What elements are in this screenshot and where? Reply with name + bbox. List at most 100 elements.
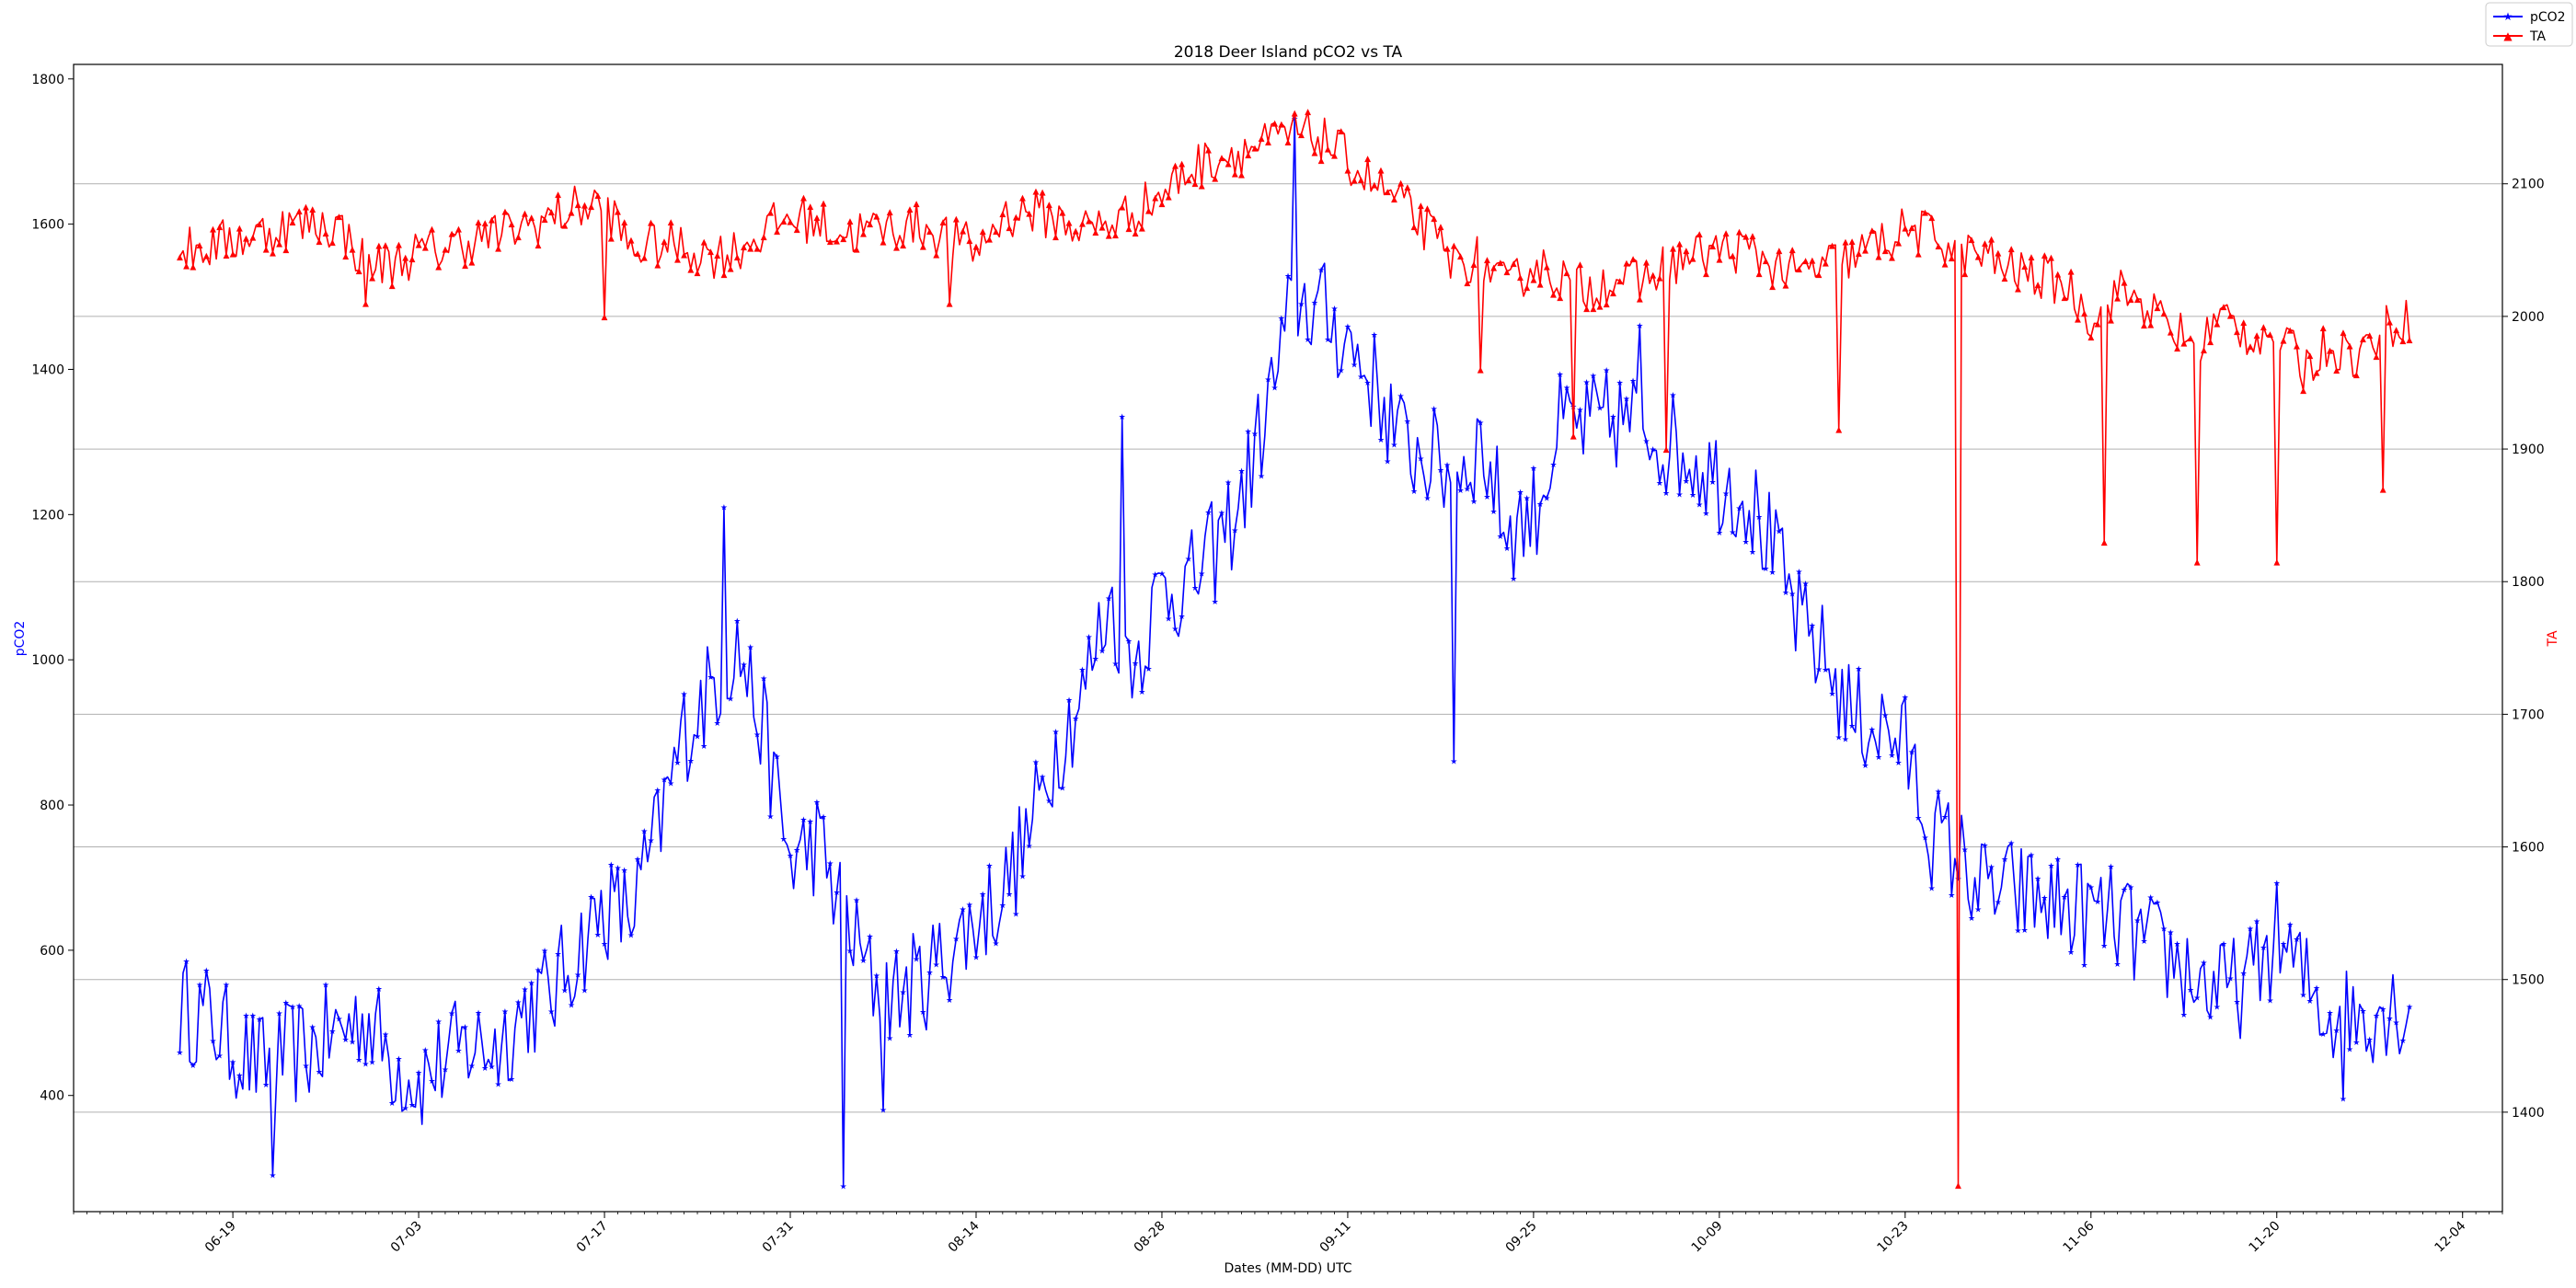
pco2-point: ★ xyxy=(594,931,602,940)
pco2-point: ★ xyxy=(2399,1037,2407,1046)
ta-point: ▲ xyxy=(1670,244,1676,253)
pco2-point: ★ xyxy=(1098,647,1106,656)
pco2-point: ★ xyxy=(1171,626,1179,635)
pco2-point: ★ xyxy=(1218,510,1225,519)
ta-point: ▲ xyxy=(1325,144,1331,154)
ta-point: ▲ xyxy=(1086,216,1092,225)
plot-frame xyxy=(73,63,2503,1213)
ta-point: ▲ xyxy=(2214,319,2220,328)
pco2-point: ★ xyxy=(2087,884,2095,893)
pco2-point: ★ xyxy=(2154,899,2161,908)
ta-point: ▲ xyxy=(396,241,402,250)
left-tick-label: 1800 xyxy=(31,73,64,87)
ta-point: ▲ xyxy=(821,199,827,208)
ta-point: ▲ xyxy=(900,241,906,250)
pco2-point: ★ xyxy=(2286,921,2294,930)
pco2-point: ★ xyxy=(946,996,953,1006)
pco2-point: ★ xyxy=(1729,529,1736,538)
pco2-point: ★ xyxy=(435,1018,443,1028)
pco2-point: ★ xyxy=(2346,1046,2353,1055)
ta-point: ▲ xyxy=(594,191,601,201)
pco2-point: ★ xyxy=(276,1010,283,1019)
right-tick-label: 1600 xyxy=(2512,841,2545,856)
pco2-point: ★ xyxy=(1305,336,1312,345)
ta-point: ▲ xyxy=(309,205,316,214)
ta-series: ▲ ▲ ▲ ▲ ▲ ▲ ▲ ▲ ▲ ▲ ▲ ▲ ▲ ▲ ▲ ▲ ▲ ▲ ▲ ▲ ▲ ▲ ▲ ▲ ▲ ▲ ▲ ▲ ▲ ▲ ▲ ▲ ▲ ▲ ▲ ▲ ▲ ▲ ▲ ▲… xyxy=(177,108,2413,1190)
ta-point: ▲ xyxy=(1716,256,1722,265)
ta-point: ▲ xyxy=(1816,270,1823,280)
pco2-point: ★ xyxy=(2253,918,2260,927)
ta-point: ▲ xyxy=(1564,269,1570,278)
pco2-point: ★ xyxy=(952,935,960,944)
ta-point: ▲ xyxy=(714,251,720,260)
pco2-point: ★ xyxy=(807,818,814,827)
ta-point: ▲ xyxy=(1424,204,1431,213)
ta-point: ▲ xyxy=(1032,188,1039,197)
pco2-point: ★ xyxy=(2034,875,2041,884)
ta-point: ▲ xyxy=(2168,328,2174,338)
ta-point: ▲ xyxy=(1577,260,1583,270)
pco2-point: ★ xyxy=(1357,374,1364,383)
ta-point: ▲ xyxy=(2141,321,2147,330)
pco2-point: ★ xyxy=(747,643,754,652)
pco2-point: ★ xyxy=(1609,413,1616,422)
ta-point: ▲ xyxy=(230,249,236,259)
ta-point: ▲ xyxy=(1431,214,1437,224)
pco2-point: ★ xyxy=(1636,322,1643,331)
pco2-point: ★ xyxy=(2280,940,2287,949)
ta-point: ▲ xyxy=(2035,281,2041,290)
ta-point: ▲ xyxy=(1391,195,1397,204)
ta-point: ▲ xyxy=(515,233,522,242)
pco2-point: ★ xyxy=(1762,565,1769,574)
pco2-point: ★ xyxy=(1742,538,1750,547)
legend-ta-triangle-icon: ▲ xyxy=(2503,29,2513,42)
pco2-point: ★ xyxy=(2054,856,2062,865)
pco2-point: ★ xyxy=(535,967,542,976)
pco2-point: ★ xyxy=(1264,375,1271,385)
pco2-point: ★ xyxy=(2379,1006,2386,1015)
pco2-point: ★ xyxy=(2121,886,2128,895)
pco2-point: ★ xyxy=(727,695,734,704)
pco2-point: ★ xyxy=(1815,666,1823,675)
ta-point: ▲ xyxy=(1961,270,1968,279)
pco2-point: ★ xyxy=(229,1059,236,1068)
ta-point: ▲ xyxy=(1079,220,1086,229)
pco2-point: ★ xyxy=(382,1031,389,1041)
ta-point: ▲ xyxy=(2054,270,2061,280)
ta-point: ▲ xyxy=(383,241,389,250)
pco2-point: ★ xyxy=(1284,272,1292,282)
pco2-point: ★ xyxy=(813,799,821,808)
ta-point: ▲ xyxy=(2300,386,2306,396)
pco2-point: ★ xyxy=(262,1081,270,1090)
ta-point: ▲ xyxy=(1783,282,1789,291)
pco2-point: ★ xyxy=(2114,960,2122,970)
ta-point: ▲ xyxy=(1604,300,1610,309)
pco2-point: ★ xyxy=(1251,430,1259,439)
right-tick-label: 1400 xyxy=(2512,1106,2545,1121)
pco2-point: ★ xyxy=(236,1072,243,1081)
ta-point: ▲ xyxy=(1139,224,1145,234)
pco2-point: ★ xyxy=(985,862,993,871)
pco2-point: ★ xyxy=(1078,666,1086,675)
ta-point: ▲ xyxy=(2347,341,2353,351)
pco2-point: ★ xyxy=(999,902,1006,911)
pco2-point: ★ xyxy=(993,940,1000,949)
ta-point: ▲ xyxy=(2128,295,2134,305)
pco2-point: ★ xyxy=(2021,926,2029,936)
ta-point: ▲ xyxy=(1418,201,1424,211)
pco2-point: ★ xyxy=(1782,589,1789,598)
pco2-point: ★ xyxy=(1802,581,1810,590)
pco2-point: ★ xyxy=(2366,1036,2374,1045)
pco2-point: ★ xyxy=(2214,1003,2221,1012)
pco2-point: ★ xyxy=(1258,472,1265,481)
ta-point: ▲ xyxy=(1292,109,1298,119)
pco2-point: ★ xyxy=(1954,875,1961,884)
ta-point: ▲ xyxy=(362,300,369,309)
pco2-point: ★ xyxy=(2220,940,2227,949)
ta-point: ▲ xyxy=(1696,230,1703,239)
pco2-point: ★ xyxy=(2359,1007,2366,1017)
ta-point: ▲ xyxy=(323,229,329,238)
pco2-point: ★ xyxy=(1530,465,1537,474)
pco2-point: ★ xyxy=(654,787,661,796)
